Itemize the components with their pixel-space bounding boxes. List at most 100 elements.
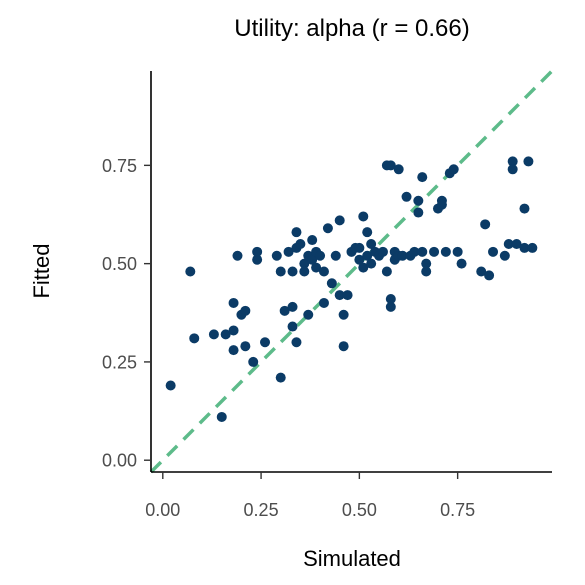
data-point	[334, 215, 345, 226]
data-point	[397, 250, 408, 261]
data-point	[413, 207, 424, 218]
data-point	[189, 333, 200, 344]
x-tick-label: 0.75	[440, 500, 475, 520]
data-point	[291, 227, 302, 238]
data-point	[287, 301, 298, 312]
data-point	[299, 258, 310, 269]
data-point	[381, 266, 392, 277]
data-point	[311, 262, 322, 273]
data-point	[409, 246, 420, 257]
data-point	[488, 246, 499, 257]
data-point	[511, 238, 522, 249]
data-point	[358, 262, 369, 273]
data-point	[366, 258, 377, 269]
data-point	[275, 372, 286, 383]
data-point	[523, 156, 534, 167]
y-axis-ticks: 0.00 0.25 0.50 0.75	[102, 156, 151, 471]
data-point	[228, 325, 239, 336]
data-point	[448, 164, 459, 175]
data-point	[330, 250, 341, 261]
x-tick-label: 0.25	[244, 500, 279, 520]
data-point	[362, 250, 373, 261]
points-layer	[165, 156, 538, 422]
data-point	[440, 246, 451, 257]
data-point	[377, 246, 388, 257]
data-point	[271, 250, 282, 261]
identity-reference-line	[149, 69, 554, 474]
data-point	[421, 258, 432, 269]
y-tick-label: 0.00	[102, 451, 137, 471]
data-point	[385, 160, 396, 171]
data-point	[220, 329, 231, 340]
data-point	[354, 242, 365, 253]
data-point	[248, 356, 259, 367]
data-point	[366, 238, 377, 249]
data-point	[295, 238, 306, 249]
data-point	[358, 211, 369, 222]
data-point	[275, 266, 286, 277]
y-tick-label: 0.75	[102, 156, 137, 176]
data-point	[252, 246, 263, 257]
data-point	[338, 341, 349, 352]
data-point	[279, 305, 290, 316]
data-point	[228, 297, 239, 308]
data-point	[303, 309, 314, 320]
data-point	[338, 309, 349, 320]
data-point	[307, 254, 318, 265]
data-point	[318, 266, 329, 277]
data-point	[429, 246, 440, 257]
data-point	[385, 294, 396, 305]
data-point	[185, 266, 196, 277]
data-point	[436, 199, 447, 210]
data-point	[480, 219, 491, 230]
data-point	[252, 254, 263, 265]
x-axis-label: Simulated	[303, 546, 401, 571]
data-point	[362, 227, 373, 238]
data-point	[208, 329, 219, 340]
y-tick-label: 0.50	[102, 254, 137, 274]
data-point	[499, 250, 510, 261]
data-point	[322, 223, 333, 234]
data-point	[291, 337, 302, 348]
data-point	[413, 195, 424, 206]
data-point	[393, 164, 404, 175]
y-tick-label: 0.25	[102, 352, 137, 372]
data-point	[354, 254, 365, 265]
data-point	[315, 250, 326, 261]
data-point	[307, 235, 318, 246]
data-point	[476, 266, 487, 277]
data-point	[401, 191, 412, 202]
data-point	[342, 290, 353, 301]
x-axis-ticks: 0.00 0.25 0.50 0.75	[145, 472, 475, 520]
data-point	[507, 164, 518, 175]
data-point	[519, 242, 530, 253]
data-point	[165, 380, 176, 391]
data-point	[299, 266, 310, 277]
data-point	[240, 341, 251, 352]
chart-title: Utility: alpha (r = 0.66)	[234, 15, 469, 42]
data-point	[519, 203, 530, 214]
data-point	[240, 305, 251, 316]
data-point	[228, 345, 239, 356]
data-point	[318, 297, 329, 308]
data-point	[232, 250, 243, 261]
data-point	[452, 246, 463, 257]
data-point	[287, 266, 298, 277]
data-point	[507, 156, 518, 167]
data-point	[456, 258, 467, 269]
x-tick-label: 0.00	[145, 500, 180, 520]
y-axis-label: Fitted	[29, 243, 54, 298]
data-point	[421, 266, 432, 277]
data-point	[503, 238, 514, 249]
data-point	[260, 337, 271, 348]
data-point	[334, 290, 345, 301]
reference-line-layer	[149, 69, 554, 474]
x-tick-label: 0.50	[342, 500, 377, 520]
data-point	[216, 411, 227, 422]
data-point	[484, 270, 495, 281]
data-point	[417, 172, 428, 183]
data-point	[283, 246, 294, 257]
data-point	[287, 321, 298, 332]
data-point	[527, 242, 538, 253]
